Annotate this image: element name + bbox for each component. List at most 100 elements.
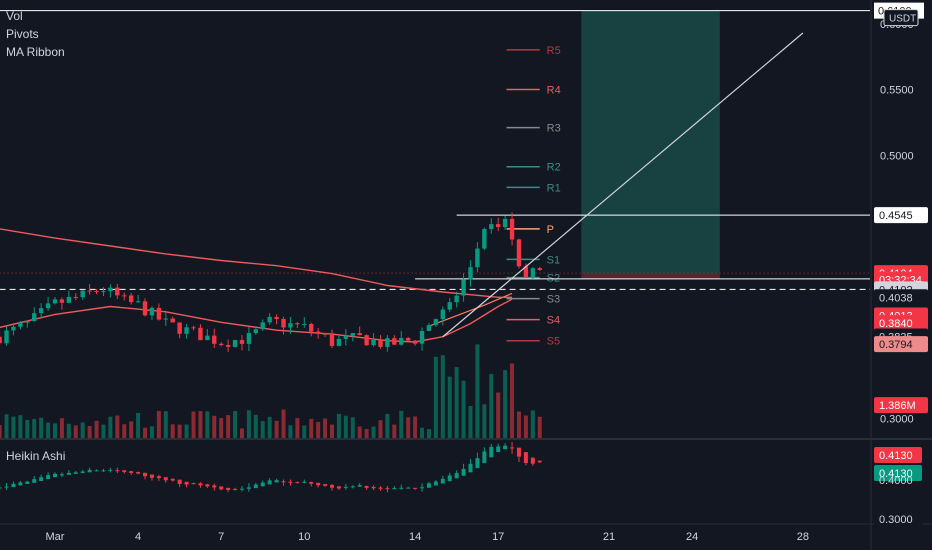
ha-body	[260, 482, 265, 487]
volume-bar	[46, 422, 51, 438]
ha-body	[482, 451, 487, 464]
candle-body	[45, 303, 51, 309]
candle-body	[482, 229, 487, 249]
pivot-label-r1: R1	[547, 182, 561, 194]
ha-body	[32, 479, 37, 483]
candle-body	[232, 340, 238, 347]
ha-body	[399, 487, 404, 489]
candle-body	[66, 296, 72, 303]
candle-body	[239, 340, 245, 344]
candle-body	[142, 301, 148, 316]
volume-bar	[489, 373, 494, 438]
ha-body	[496, 446, 501, 453]
candle-body	[496, 224, 501, 228]
ha-body	[288, 481, 293, 483]
volume-bar	[101, 424, 106, 438]
volume-bar	[66, 423, 71, 438]
price-label-badge	[874, 207, 928, 224]
volume-bar	[177, 424, 182, 438]
heikin-ashi-candles	[0, 441, 542, 493]
candle-body	[38, 308, 44, 314]
candle-body	[447, 302, 452, 310]
candle-body	[149, 307, 155, 316]
ha-body	[18, 482, 23, 486]
candle-body	[274, 316, 279, 320]
volume-bar	[122, 424, 127, 438]
ha-body	[143, 472, 148, 477]
volume-bar	[170, 424, 175, 438]
legend-pivots[interactable]: Pivots	[6, 27, 39, 41]
volume-bar	[0, 425, 2, 438]
candle-body	[516, 239, 522, 267]
ha-body	[316, 482, 321, 486]
ha-body	[454, 473, 459, 479]
candle-body	[4, 330, 9, 344]
candle-body	[309, 323, 314, 332]
ha-body	[233, 488, 238, 490]
ha-body	[177, 479, 182, 484]
candle-body	[288, 323, 293, 328]
ha-body	[108, 469, 113, 471]
volume-bar	[364, 429, 369, 438]
pivot-label-s4: S4	[547, 315, 560, 327]
ha-body	[4, 486, 9, 488]
ha-body	[25, 481, 30, 484]
ha-body	[420, 487, 425, 489]
candle-body	[108, 287, 113, 292]
candle-body	[454, 295, 459, 303]
ha-body	[330, 484, 334, 488]
candle-body	[426, 325, 432, 331]
volume-bar	[510, 363, 515, 438]
volume-bar	[392, 424, 397, 438]
volume-bar	[523, 415, 528, 438]
candle-body	[315, 331, 321, 334]
candle-body	[225, 345, 231, 347]
candle-body	[212, 335, 217, 344]
candle-body	[80, 290, 85, 298]
candle-body	[364, 335, 369, 346]
ha-body	[226, 487, 231, 490]
volume-bar	[136, 412, 141, 438]
volume-bar	[233, 411, 238, 438]
heikin-ashi-title[interactable]: Heikin Ashi	[6, 449, 66, 463]
volume-bar	[516, 411, 521, 438]
candle-body	[170, 318, 175, 323]
volume-bar	[246, 410, 251, 438]
time-tick: Mar	[46, 531, 65, 543]
volume-bar	[115, 415, 120, 438]
ha-body	[129, 471, 134, 473]
ha-body	[295, 482, 300, 484]
price-label: 0.3840	[879, 318, 913, 330]
volume-bar	[32, 419, 37, 438]
ha-body	[53, 473, 57, 478]
candle-body	[343, 335, 349, 339]
ha-body	[357, 485, 362, 487]
candle-body	[87, 290, 92, 292]
volume-bar	[378, 420, 383, 438]
volume-bar	[440, 355, 445, 438]
ha-body	[267, 480, 272, 485]
candle-body	[295, 323, 300, 325]
volume-bar	[309, 418, 314, 438]
volume-bar	[11, 416, 16, 438]
candle-body	[530, 268, 536, 278]
candle-body	[32, 313, 37, 321]
candle-body	[59, 299, 65, 303]
legend-ma-ribbon[interactable]: MA Ribbon	[6, 45, 65, 59]
volume-bar	[482, 404, 487, 438]
candle-body	[357, 333, 362, 336]
ha-body	[323, 484, 328, 486]
ha-body	[413, 487, 418, 489]
candle-body	[322, 333, 328, 335]
ha-body	[523, 452, 528, 464]
candle-body	[122, 295, 127, 297]
candle-body	[412, 340, 418, 344]
volume-bar	[239, 428, 244, 438]
legend-vol[interactable]: Vol	[6, 9, 23, 23]
volume-bar	[53, 423, 57, 438]
ha-body	[503, 445, 508, 450]
candle-body	[502, 218, 508, 228]
pivot-label-s1: S1	[547, 254, 560, 266]
ha-body	[11, 483, 16, 488]
